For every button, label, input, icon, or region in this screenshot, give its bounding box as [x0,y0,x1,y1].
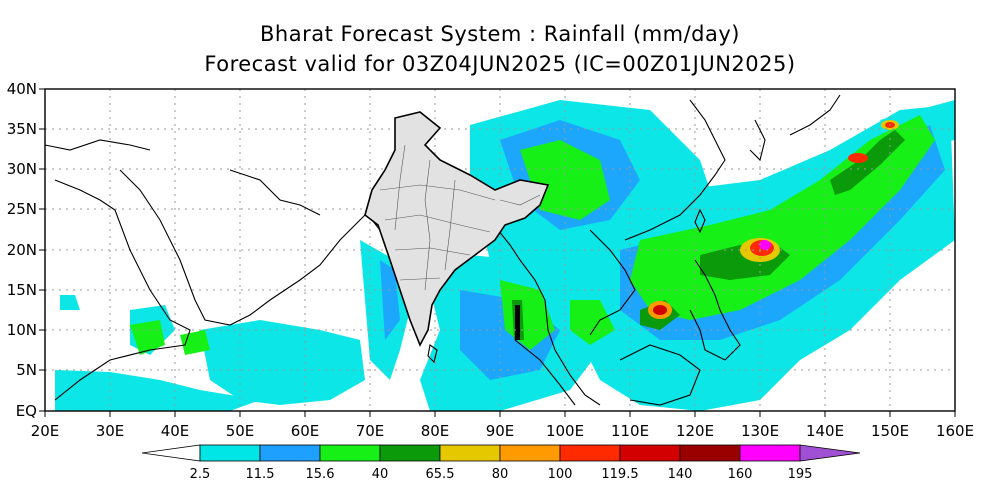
colorbar-label: 160 [728,467,753,482]
india-outline [364,111,550,347]
lon-label: 120E [676,422,714,440]
colorbar-label: 80 [492,467,509,482]
colorbar-right-arrow [799,444,861,462]
colorbar-label: 195 [788,467,813,482]
lat-label: 30N [7,160,37,178]
colorbar-label: 65.5 [426,467,455,482]
colorbar-label: 11.5 [246,467,275,482]
rainfall-field [55,100,955,411]
lon-label: 70E [356,422,385,440]
lat-label: 5N [16,361,37,379]
colorbar-label: 15.6 [306,467,335,482]
colorbar-label: 2.5 [190,467,211,482]
map-subtitle: Forecast valid for 03Z04JUN2025 (IC=00Z0… [204,52,796,76]
colorbar-segment [439,444,501,462]
lon-label: 50E [226,422,255,440]
colorbar-label: 40 [372,467,389,482]
coastlines [45,94,841,406]
lon-label: 90E [486,422,515,440]
colorbar-segment [499,444,561,462]
colorbar-left-arrow [141,444,201,462]
colorbar-segment [379,444,441,462]
lon-label: 80E [421,422,450,440]
lat-label: 10N [7,321,37,339]
map-title: Bharat Forecast System : Rainfall (mm/da… [259,22,741,46]
colorbar-label: 119.5 [601,467,638,482]
colorbar-segment [739,444,801,462]
lon-label: 60E [291,422,320,440]
colorbar-segment [679,444,741,462]
lon-label: 20E [31,422,60,440]
colorbar-segment [259,444,321,462]
colorbar-segment [559,444,621,462]
lon-label: 140E [806,422,844,440]
lon-label: 150E [871,422,909,440]
colorbar-label: 140 [668,467,693,482]
colorbar-segment [619,444,681,462]
lon-label: 110E [611,422,649,440]
colorbar-segment [199,444,261,462]
lat-label: EQ [16,402,37,420]
colorbar-label: 100 [548,467,573,482]
lat-label: 35N [7,120,37,138]
colorbar [141,444,861,462]
lat-label: 15N [7,281,37,299]
colorbar-segment [319,444,381,462]
lon-label: 40E [161,422,190,440]
lon-label: 30E [96,422,125,440]
lat-label: 20N [7,241,37,259]
lon-label: 100E [546,422,584,440]
lat-label: 40N [7,80,37,98]
lon-label: 130E [741,422,779,440]
lon-label: 160E [936,422,974,440]
lat-label: 25N [7,200,37,218]
